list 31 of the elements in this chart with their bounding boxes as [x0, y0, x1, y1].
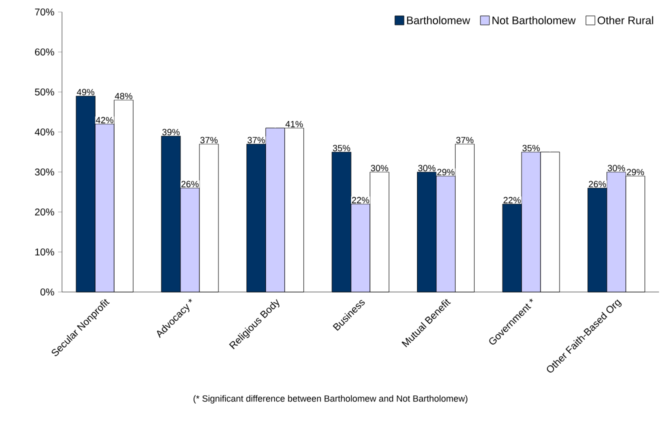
data-label: 30% [370, 164, 388, 172]
data-label: 37% [456, 136, 474, 144]
data-label: 30% [608, 164, 626, 172]
y-tick-label: 30% [34, 168, 54, 176]
text: (* Significant difference between Bartholomew and Not Bartholomew) [194, 395, 468, 404]
data-label: 39% [162, 128, 180, 136]
data-label: 26% [181, 180, 199, 188]
y-tick-label: 60% [35, 48, 54, 56]
data-label: 42% [96, 116, 114, 124]
y-tick-label: 0% [40, 288, 54, 296]
y-tick-label: 50% [34, 88, 54, 96]
y-tick-label: 20% [35, 208, 54, 216]
data-label: 37% [248, 136, 265, 144]
data-label: 22% [352, 196, 370, 204]
data-label: 30% [418, 164, 436, 172]
legend-label: Bartholomew [407, 16, 470, 24]
data-label: 22% [504, 196, 521, 204]
y-tick-label: 40% [34, 128, 54, 136]
data-label: 29% [626, 168, 644, 176]
legend-label: Not Bartholomew [492, 16, 576, 24]
data-label: 29% [437, 168, 454, 176]
y-tick-label: 70% [35, 8, 54, 16]
data-label: 41% [285, 120, 303, 128]
legend-label: Other Rural [598, 16, 654, 24]
data-label: 48% [114, 92, 132, 100]
y-tick-label: 10% [35, 248, 54, 256]
data-label: 35% [332, 144, 350, 152]
data-label: 49% [76, 88, 94, 96]
data-label: 26% [588, 180, 606, 188]
data-label: 37% [200, 136, 218, 144]
data-label: 35% [522, 144, 540, 152]
